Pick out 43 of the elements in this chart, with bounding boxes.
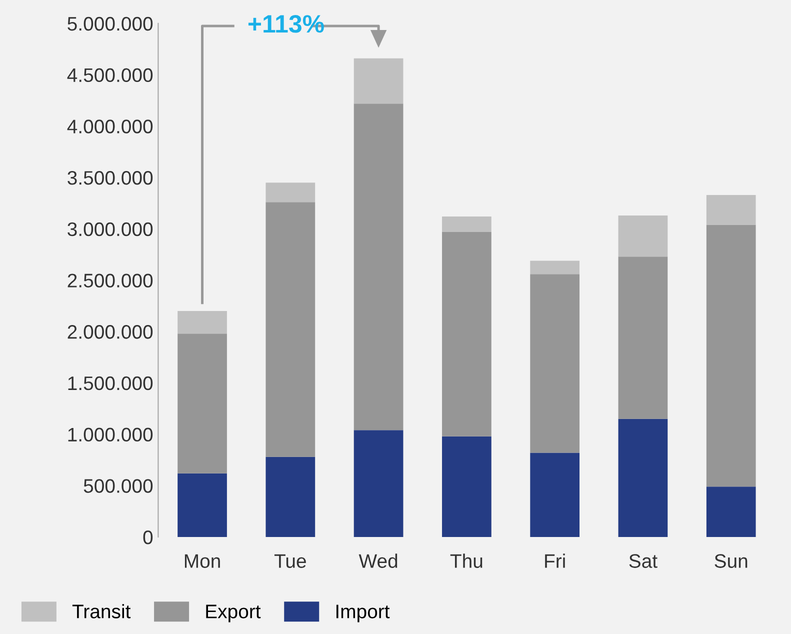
bar xyxy=(178,334,227,474)
y-tick-label: 4.000.000 xyxy=(67,120,153,134)
bar xyxy=(442,216,492,232)
bar xyxy=(442,436,492,537)
y-tick-label: 4.500.000 xyxy=(67,68,153,82)
y-tick-label: 2.500.000 xyxy=(68,274,153,288)
x-tick-label: Tue xyxy=(274,554,306,568)
x-tick-label: Fri xyxy=(545,554,565,568)
y-tick-label: 2.000.000 xyxy=(68,325,153,339)
bar xyxy=(178,473,227,537)
bar xyxy=(178,311,227,334)
bar xyxy=(442,232,492,436)
x-tick-label: Wed xyxy=(358,554,398,568)
bar xyxy=(618,418,668,537)
bar xyxy=(618,256,668,419)
bar xyxy=(706,194,756,225)
bar xyxy=(354,430,404,537)
bar xyxy=(266,182,316,202)
bar xyxy=(706,486,756,537)
legend-label: Transit xyxy=(72,604,131,618)
bar xyxy=(266,202,316,457)
bar xyxy=(530,274,580,453)
y-tick-label: 3.000.000 xyxy=(68,222,153,236)
x-tick-label: Mon xyxy=(184,554,220,568)
bar xyxy=(266,456,316,537)
y-tick-label: 3.500.000 xyxy=(68,170,153,185)
bar xyxy=(530,260,580,274)
bar xyxy=(354,104,404,430)
x-tick-label: Sun xyxy=(714,554,748,568)
bar xyxy=(354,58,404,104)
bar xyxy=(618,216,668,257)
x-tick-label: Thu xyxy=(450,554,482,568)
y-tick-label: 500.000 xyxy=(84,479,153,493)
legend-label: Export xyxy=(206,604,261,622)
x-tick-label: Sat xyxy=(629,554,658,568)
bar xyxy=(530,452,580,537)
annotation: +113% xyxy=(248,15,324,33)
y-tick-label: 1.500.000 xyxy=(68,376,153,390)
bar xyxy=(706,224,756,487)
y-tick-label: 1.000.000 xyxy=(68,428,153,442)
y-tick-label: 0 xyxy=(143,530,153,544)
y-tick-label: 5.000.000 xyxy=(68,16,153,31)
legend-label: Import xyxy=(336,604,390,622)
